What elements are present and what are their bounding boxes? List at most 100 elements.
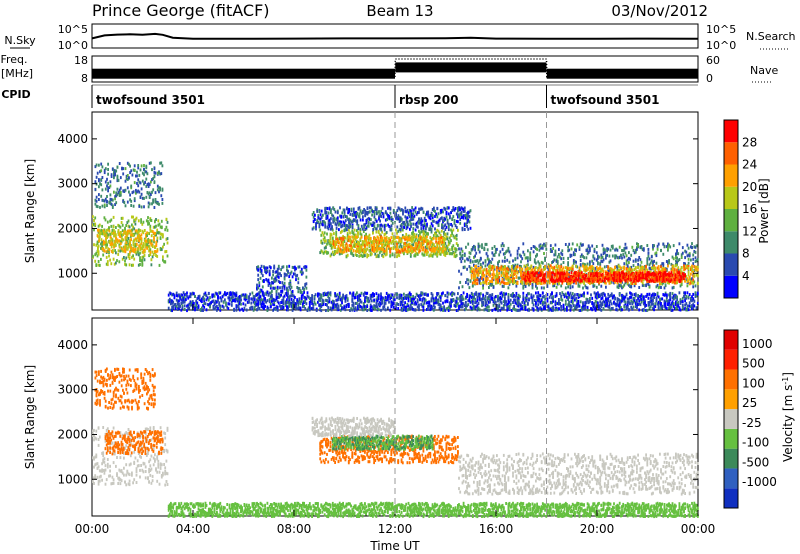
data-cell <box>687 266 690 270</box>
data-cell <box>135 216 138 220</box>
data-cell <box>348 223 351 227</box>
data-cell <box>413 248 416 252</box>
data-cell <box>147 182 150 186</box>
data-cell <box>94 198 97 202</box>
data-cell <box>384 210 387 214</box>
data-cell <box>445 210 448 214</box>
data-cell <box>351 235 354 239</box>
data-cell <box>506 277 509 281</box>
data-cell <box>549 278 552 282</box>
data-cell <box>385 249 388 253</box>
data-cell <box>107 247 110 251</box>
data-cell <box>615 254 618 258</box>
data-cell <box>352 235 355 239</box>
data-cell <box>344 219 347 223</box>
data-cell <box>340 214 343 218</box>
cpid-segment-label: twofsound 3501 <box>96 93 205 107</box>
data-cell <box>106 243 108 247</box>
data-cell <box>324 206 327 210</box>
data-cell <box>616 248 619 252</box>
data-cell <box>595 258 598 262</box>
data-cell <box>690 258 692 262</box>
data-cell <box>320 233 323 237</box>
data-cell <box>437 223 440 227</box>
data-cell <box>560 271 563 275</box>
data-cell <box>528 278 530 282</box>
data-cell <box>454 247 457 251</box>
data-cell <box>611 278 614 282</box>
data-cell <box>584 284 587 288</box>
data-cell <box>556 259 559 263</box>
data-cell <box>408 234 411 238</box>
data-cell <box>377 244 380 248</box>
data-cell <box>587 267 590 271</box>
data-cell <box>611 272 614 276</box>
data-cell <box>335 223 338 227</box>
data-cell <box>443 216 446 220</box>
data-cell <box>489 279 491 283</box>
data-cell <box>357 235 359 238</box>
data-cell <box>113 262 116 266</box>
data-cell <box>431 216 434 219</box>
data-cell <box>392 236 395 239</box>
data-cell <box>668 271 670 275</box>
data-cell <box>467 258 470 262</box>
data-cell <box>481 273 483 277</box>
data-cell <box>412 208 415 212</box>
data-cell <box>391 252 394 256</box>
data-cell <box>145 235 147 239</box>
data-cell <box>116 240 119 244</box>
data-cell <box>418 229 420 233</box>
data-cell <box>411 240 413 244</box>
data-cell <box>106 199 108 203</box>
data-cell <box>477 272 480 276</box>
data-cell <box>153 175 156 179</box>
data-cell <box>626 275 629 279</box>
data-cell <box>342 250 344 254</box>
data-cell <box>141 250 144 254</box>
data-cell <box>325 210 328 214</box>
data-cell <box>407 213 410 217</box>
data-cell <box>134 247 137 251</box>
data-cell <box>428 245 431 249</box>
data-cell <box>108 240 111 244</box>
data-cell <box>134 222 137 226</box>
data-cell <box>556 271 559 275</box>
data-cell <box>558 248 560 251</box>
data-cell <box>99 229 102 233</box>
data-cell <box>130 246 132 250</box>
data-cell <box>466 278 468 282</box>
data-cell <box>562 256 565 260</box>
data-cell <box>507 281 510 285</box>
data-cell <box>95 175 98 179</box>
data-cell <box>489 264 491 268</box>
data-cell <box>166 241 169 245</box>
data-cell <box>364 223 367 227</box>
data-cell <box>538 248 541 252</box>
data-cell <box>328 222 331 226</box>
data-cell <box>529 279 532 283</box>
data-cell <box>437 247 440 251</box>
data-cell <box>156 188 159 192</box>
data-cell <box>99 170 101 174</box>
data-cell <box>400 239 403 243</box>
data-cell <box>421 219 424 223</box>
data-cell <box>341 223 344 227</box>
data-cell <box>370 244 373 248</box>
data-cell <box>537 278 540 282</box>
data-cell <box>359 237 362 241</box>
data-cell <box>134 244 137 248</box>
data-cell <box>517 246 520 250</box>
data-cell <box>429 236 432 240</box>
data-cell <box>312 215 315 219</box>
data-cell <box>422 248 425 252</box>
data-cell <box>141 229 144 233</box>
data-cell <box>125 241 128 244</box>
data-cell <box>406 223 409 227</box>
data-cell <box>319 251 322 255</box>
data-cell <box>114 239 116 243</box>
data-cell <box>356 254 358 257</box>
data-cell <box>481 246 483 250</box>
data-cell <box>109 197 112 201</box>
data-cell <box>127 219 130 223</box>
